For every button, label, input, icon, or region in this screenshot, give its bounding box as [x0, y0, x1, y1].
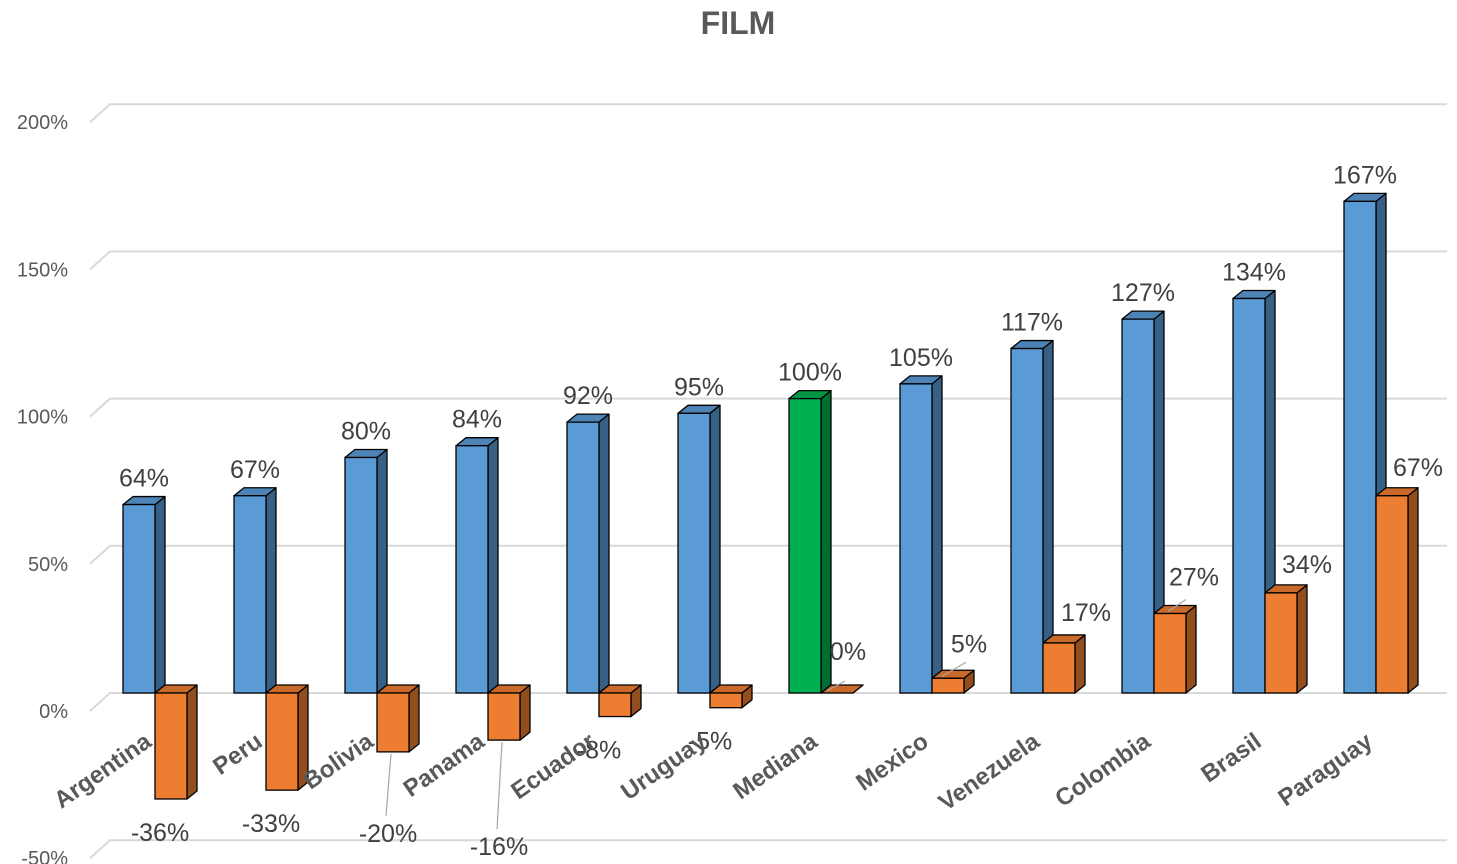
bar-highlight — [788, 389, 832, 694]
gridlines — [89, 103, 1447, 859]
bar-series-2 — [376, 684, 420, 753]
leader-line — [496, 742, 503, 830]
data-label-series-1: 92% — [563, 382, 613, 410]
gridline — [89, 103, 1447, 123]
data-label-series-1: 64% — [119, 465, 169, 493]
bar-series-2 — [265, 684, 309, 791]
y-tick-label: -50% — [21, 848, 68, 864]
x-category-label: Brasil — [1196, 728, 1266, 788]
data-label-series-2: -36% — [131, 819, 189, 847]
bar-series-1 — [233, 487, 277, 694]
bar-series-2 — [598, 684, 642, 718]
data-label-series-2: -16% — [470, 833, 528, 861]
x-category-label: Paraguay — [1273, 727, 1378, 811]
data-label-series-2: -5% — [688, 728, 732, 756]
y-tick-label: 150% — [17, 259, 68, 281]
data-label-series-2: 5% — [951, 630, 987, 658]
y-axis-ticks: -50% 0% 50% 100% 150% 200% — [17, 112, 68, 864]
y-tick-label: 0% — [39, 701, 68, 723]
bar-series-1 — [1343, 192, 1387, 694]
leader-line — [1167, 599, 1187, 613]
bar-series-1 — [122, 495, 166, 694]
data-label-series-1: 67% — [230, 456, 280, 484]
data-label-series-2: -8% — [577, 737, 621, 765]
gridline — [89, 692, 1447, 712]
data-label-series-2: 0% — [830, 638, 866, 666]
bar-series-1 — [344, 448, 388, 694]
bar-series-2 — [709, 684, 753, 709]
label-leader-lines — [385, 599, 1187, 830]
data-label-series-1: 84% — [452, 406, 502, 434]
bar-series-2 — [1153, 604, 1197, 694]
data-label-series-1: 105% — [889, 344, 953, 372]
bar-series-1 — [899, 375, 943, 694]
data-label-series-1: 134% — [1222, 259, 1286, 287]
x-category-label: Uruguay — [616, 727, 712, 805]
data-label-series-1: 100% — [778, 359, 842, 387]
data-label-series-2: 17% — [1061, 599, 1111, 627]
x-category-label: Colombia — [1050, 727, 1156, 812]
x-category-label: Peru — [208, 728, 267, 781]
data-label-series-2: -33% — [242, 810, 300, 838]
gridline — [89, 250, 1447, 271]
x-category-label: Bolivia — [298, 727, 378, 795]
y-tick-label: 200% — [17, 112, 68, 134]
x-category-label: Argentina — [49, 727, 157, 814]
bar-series-2 — [487, 684, 531, 741]
bar-series-1 — [455, 437, 499, 694]
bar-series-2 — [1042, 634, 1086, 694]
data-label-series-1: 80% — [341, 417, 391, 445]
bar-series-1 — [566, 413, 610, 694]
x-category-label: Venezuela — [934, 727, 1045, 816]
x-category-label: Mexico — [851, 728, 933, 797]
bar-series-1 — [1010, 339, 1054, 694]
bar-series-2 — [154, 684, 198, 800]
bar-series-2 — [1375, 487, 1419, 694]
data-label-series-2: 34% — [1282, 551, 1332, 579]
data-label-series-2: 67% — [1393, 454, 1443, 482]
data-label-series-2: -20% — [359, 820, 417, 848]
data-label-series-2: 27% — [1169, 564, 1219, 592]
data-label-series-1: 117% — [1001, 309, 1063, 337]
data-labels: 64% -36% 67% -33% 80% -20% 84% -16% 92% -8% 95% -5%… — [119, 161, 1443, 861]
leader-line — [826, 680, 846, 692]
bar-series-2 — [820, 684, 864, 694]
gridline — [89, 397, 1447, 418]
data-label-series-1: 127% — [1111, 279, 1175, 307]
leader-line — [941, 661, 967, 677]
bar-series-2 — [931, 669, 975, 694]
data-label-series-1: 167% — [1333, 161, 1397, 189]
leader-line — [385, 753, 392, 816]
y-tick-label: 50% — [28, 554, 68, 576]
bar-series-2 — [1264, 584, 1308, 694]
gridline — [89, 839, 1447, 859]
bars — [122, 192, 1419, 800]
chart-title: FILM — [701, 5, 776, 41]
gridline — [89, 544, 1447, 565]
y-tick-label: 100% — [17, 407, 68, 429]
bar-series-1 — [677, 404, 721, 694]
x-category-label: Mediana — [728, 727, 823, 805]
data-label-series-1: 95% — [674, 373, 724, 401]
